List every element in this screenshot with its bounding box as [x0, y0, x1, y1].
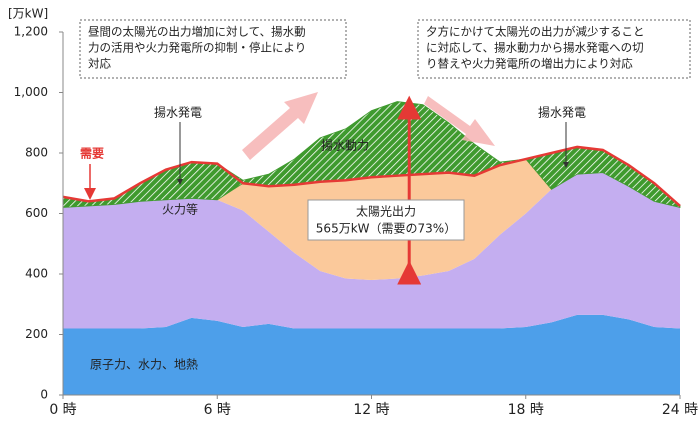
x-tick-label: 12 時	[353, 402, 389, 418]
note-text: に対応して、揚水動力から揚水発電への切	[426, 41, 644, 55]
demand-line	[62, 145, 681, 207]
x-tick-label: 0 時	[49, 402, 76, 418]
note-text: り替えや火力発電所の増出力により対応	[426, 57, 633, 71]
note-text: 力の活用や火力発電所の抑制・停止により	[88, 41, 306, 55]
x-tick-label: 18 時	[508, 402, 544, 418]
note-box-left	[79, 19, 347, 79]
area	[63, 314, 680, 395]
series-label: 揚水動力	[321, 139, 369, 153]
note-text: 昼間の太陽光の出力増加に対して、揚水動	[88, 25, 306, 39]
y-tick-label: 0	[40, 388, 48, 402]
labels: 揚水発電 揚水発電 需要 火力等 揚水動力 原子力、水力、地熱 太陽光出力 56…	[80, 106, 586, 372]
series-label: 需要	[80, 146, 104, 161]
series-label: 太陽光出力	[356, 204, 416, 219]
note-text: 対応	[88, 57, 111, 71]
trend-arrow-up	[242, 92, 318, 160]
series-label: 火力等	[162, 203, 198, 217]
series-label: 揚水発電	[538, 106, 586, 120]
y-tick-label: 800	[25, 146, 48, 160]
trend-arrow-down	[424, 96, 495, 146]
y-tick-label: 400	[25, 267, 48, 281]
y-tick-label: 600	[25, 206, 48, 220]
solar-peak-label: 565万kW（需要の73%）	[316, 222, 456, 236]
y-axis-label: [万kW]	[8, 7, 48, 21]
y-tick-label: 1,000	[14, 85, 48, 99]
solar-label-box	[307, 199, 465, 241]
area	[63, 172, 680, 329]
y-tick-label: 1,200	[14, 25, 48, 39]
y-tick-label: 200	[25, 327, 48, 341]
note-box-right	[417, 19, 691, 79]
x-tick-label: 6 時	[204, 402, 231, 418]
series-label: 原子力、水力、地熱	[90, 358, 198, 372]
plot-area: 0 200 400 600 800 1,000 1,200 0 時 6 時 12 時 18 時 24 …	[14, 25, 698, 419]
series-label: 揚水発電	[154, 106, 202, 120]
note-text: 夕方にかけて太陽光の出力が減少すること	[426, 25, 645, 39]
x-tick-label: 24 時	[662, 402, 698, 418]
